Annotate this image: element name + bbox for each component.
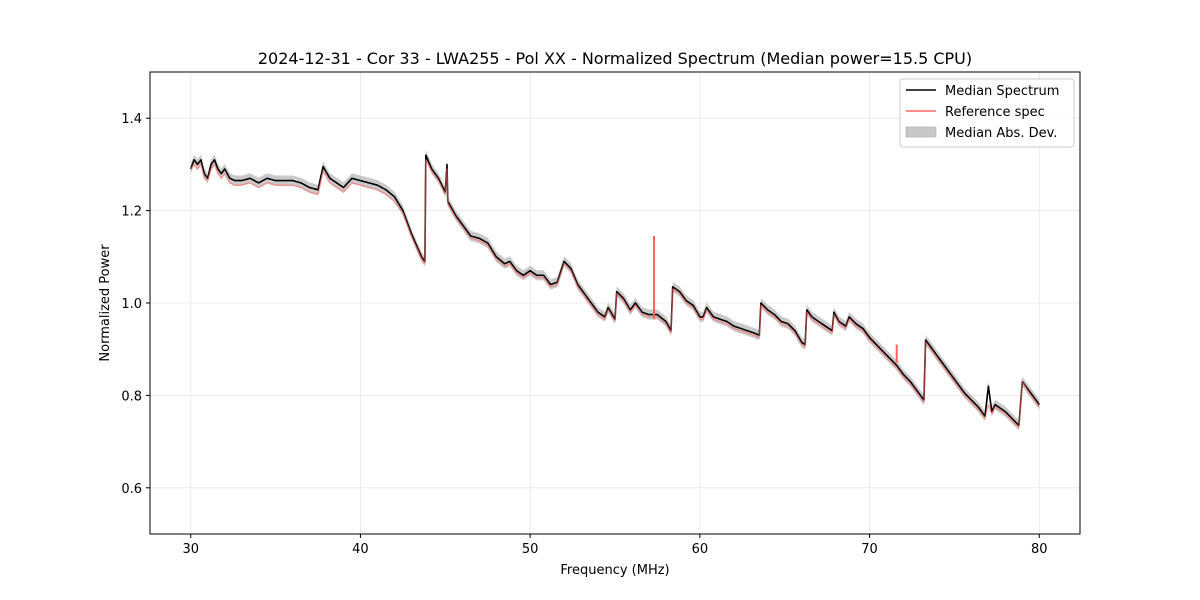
legend-label-reference: Reference spec (945, 105, 1045, 120)
y-tick-label: 1.4 (121, 112, 142, 127)
x-tick-label: 80 (1031, 542, 1048, 557)
x-axis-label: Frequency (MHz) (560, 563, 669, 578)
x-axis-ticks: 30 40 50 60 70 80 (182, 534, 1048, 557)
x-tick-label: 70 (861, 542, 878, 557)
y-tick-label: 0.8 (121, 389, 142, 404)
x-tick-label: 30 (182, 542, 199, 557)
y-axis-label: Normalized Power (98, 244, 113, 362)
x-tick-label: 50 (522, 542, 539, 557)
y-tick-label: 1.2 (121, 205, 142, 220)
y-tick-label: 1.0 (121, 297, 142, 312)
legend: Median Spectrum Reference spec Median Ab… (899, 78, 1075, 148)
mad-band-area (190, 150, 1040, 431)
legend-label-mad: Median Abs. Dev. (945, 126, 1057, 141)
series-lines (189, 154, 1040, 429)
x-tick-label: 60 (692, 542, 709, 557)
y-axis-ticks: 0.6 0.8 1.0 1.2 1.4 (121, 112, 150, 497)
median-spectrum-line (189, 154, 1040, 427)
reference-spec-line (190, 159, 1040, 429)
legend-swatch-mad (905, 126, 937, 138)
y-tick-label: 0.6 (121, 482, 142, 497)
legend-box (899, 78, 1075, 148)
mad-band (190, 150, 1040, 431)
chart-title: 2024-12-31 - Cor 33 - LWA255 - Pol XX - … (258, 49, 972, 68)
x-tick-label: 40 (352, 542, 369, 557)
legend-label-median: Median Spectrum (945, 84, 1059, 99)
